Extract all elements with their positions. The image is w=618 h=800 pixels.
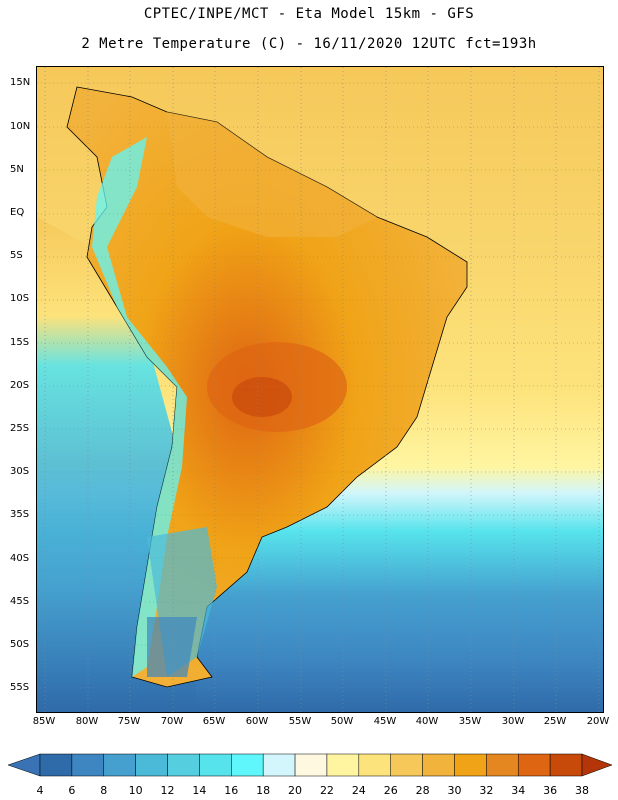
lon-label: 35W [458, 716, 482, 727]
lon-label: 60W [245, 716, 269, 727]
colorbar-swatch [71, 753, 105, 777]
lon-label: 45W [373, 716, 397, 727]
colorbar-swatch [549, 753, 583, 777]
lon-label: 30W [501, 716, 525, 727]
colorbar-swatch [454, 753, 487, 777]
lat-label: 10S [10, 293, 30, 304]
colorbar-label: 10 [128, 784, 143, 797]
colorbar-label: 16 [224, 784, 239, 797]
lat-label: 40S [10, 553, 30, 564]
colorbar-swatch [231, 753, 264, 777]
colorbar-label: 18 [256, 784, 271, 797]
hottest-core-region [232, 377, 292, 417]
chart-subtitle: 2 Metre Temperature (C) - 16/11/2020 12U… [81, 36, 537, 52]
lat-label: 5N [10, 164, 24, 175]
colorbar-swatch [486, 753, 519, 777]
colorbar-swatch [39, 753, 73, 777]
temperature-map [36, 66, 604, 713]
lat-label: 55S [10, 682, 30, 693]
colorbar-swatch [199, 753, 232, 777]
lon-label: 40W [415, 716, 439, 727]
lat-label: 20S [10, 380, 30, 391]
colorbar-swatch [262, 753, 296, 777]
colorbar-swatch [135, 753, 168, 777]
colorbar-label: 38 [575, 784, 589, 797]
lat-label: 10N [10, 121, 31, 132]
colorbar-label: 22 [319, 784, 334, 797]
colorbar-label: 32 [479, 784, 494, 797]
colorbar-label: 28 [415, 784, 430, 797]
colorbar-swatch [167, 753, 200, 777]
colorbar-swatch [294, 753, 328, 777]
colorbar-arrow-left [7, 753, 41, 777]
colorbar-label: 20 [288, 784, 303, 797]
colorbar-label: 34 [511, 784, 526, 797]
colorbar-swatch [358, 753, 391, 777]
colorbar-swatch [390, 753, 423, 777]
colorbar-label: 8 [100, 784, 108, 797]
colorbar-label: 24 [351, 784, 366, 797]
colorbar [7, 753, 613, 777]
colorbar-swatch [422, 753, 455, 777]
lon-label: 80W [75, 716, 99, 727]
lon-label: 70W [160, 716, 184, 727]
lon-label: 25W [543, 716, 567, 727]
northern-land-region [167, 112, 377, 237]
lat-label: 35S [10, 509, 30, 520]
colorbar-swatch [326, 753, 360, 777]
colorbar-label: 12 [160, 784, 175, 797]
colorbar-label: 14 [192, 784, 207, 797]
lat-label: 5S [10, 250, 23, 261]
lat-label: 15N [10, 77, 31, 88]
lat-label: 50S [10, 639, 30, 650]
lat-label: 15S [10, 337, 30, 348]
colorbar-swatch [517, 753, 551, 777]
map-canvas [37, 67, 603, 712]
colorbar-swatch [103, 753, 136, 777]
lat-label: EQ [10, 207, 25, 218]
colorbar-label: 36 [543, 784, 558, 797]
southern-andes-region [147, 617, 197, 677]
lon-label: 20W [586, 716, 610, 727]
lon-label: 50W [330, 716, 354, 727]
lon-label: 75W [117, 716, 141, 727]
lon-label: 55W [288, 716, 312, 727]
lat-label: 45S [10, 596, 30, 607]
colorbar-label: 6 [68, 784, 76, 797]
lat-label: 30S [10, 466, 30, 477]
colorbar-arrow-right [581, 753, 613, 777]
lat-label: 25S [10, 423, 30, 434]
colorbar-label: 30 [447, 784, 462, 797]
lon-label: 85W [32, 716, 56, 727]
colorbar-label: 4 [36, 784, 44, 797]
lon-label: 65W [202, 716, 226, 727]
colorbar-label: 26 [383, 784, 398, 797]
chart-title: CPTEC/INPE/MCT - Eta Model 15km - GFS [143, 6, 475, 22]
